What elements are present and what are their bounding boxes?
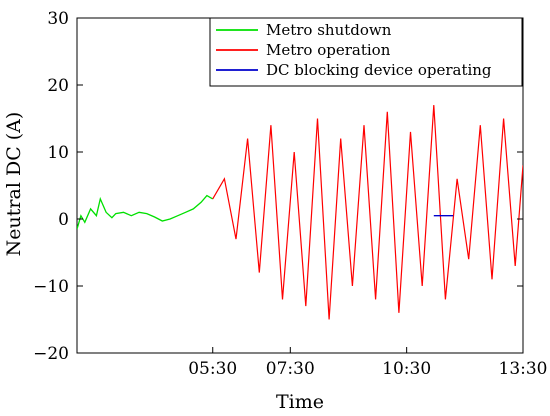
x-tick-label: 07:30 [266, 359, 315, 379]
y-tick-label: 30 [47, 9, 69, 29]
y-tick-label: 0 [58, 210, 69, 230]
series-line-metro-operation [212, 105, 523, 320]
legend-entry-label: DC blocking device operating [266, 61, 492, 79]
y-tick-label: 20 [47, 76, 69, 96]
legend-entry-label: Metro shutdown [266, 21, 392, 39]
y-tick-label: 10 [47, 143, 69, 163]
x-axis-label: Time [276, 391, 324, 413]
legend: Metro shutdown Metro operation DC blocking… [209, 17, 523, 87]
x-tick-label: 10:30 [382, 359, 431, 379]
legend-entry-label: Metro operation [266, 41, 391, 59]
y-tick-label: −10 [33, 277, 69, 297]
x-tick-label: 05:30 [188, 359, 237, 379]
x-tick-label: 13:30 [499, 359, 548, 379]
legend-box [209, 17, 523, 87]
series-line-metro-shutdown [77, 194, 214, 230]
x-axis-ticks: 05:30 07:30 10:30 13:30 [188, 347, 548, 379]
y-axis-label: Neutral DC (A) [3, 112, 25, 257]
y-tick-label: −20 [33, 344, 69, 364]
